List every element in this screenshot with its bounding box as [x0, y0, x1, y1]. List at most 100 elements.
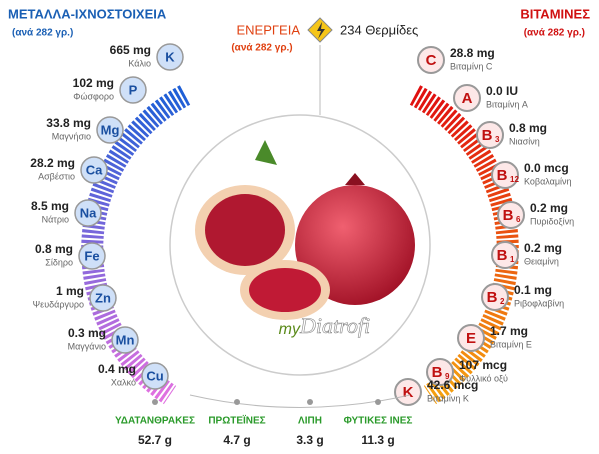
badge-symbol: C — [426, 52, 437, 69]
vitamin-name: Νιασίνη — [509, 136, 540, 146]
badge — [457, 324, 485, 352]
mineral-value: 0.3 mg — [68, 326, 106, 340]
mineral-name: Μαγνήσιο — [52, 131, 91, 141]
badge-symbol: B — [432, 364, 443, 381]
macro-label: ΥΔΑΤΑΝΘΡΑΚΕΣ — [115, 416, 195, 427]
badge — [491, 161, 519, 189]
badge-symbol: K — [403, 384, 414, 401]
energy-subtitle: (ανά 282 γρ.) — [231, 43, 292, 54]
vitamin-value: 42.6 mcg — [427, 378, 478, 392]
inner-ring — [169, 114, 431, 376]
badge-symbol: B — [482, 127, 493, 144]
vitamin-value: 0.8 mg — [509, 121, 547, 135]
badge — [453, 84, 481, 112]
mineral-value: 28.2 mg — [30, 156, 75, 170]
badge — [96, 116, 124, 144]
mineral-value: 0.8 mg — [35, 242, 73, 256]
vitamin-name: Θειαμίνη — [524, 256, 559, 266]
vitamin-value: 1.7 mg — [490, 324, 528, 338]
vitamin-name: Πυριδοξίνη — [530, 216, 574, 226]
badge-sub: 3 — [495, 135, 500, 144]
badge-symbol: Fe — [84, 248, 99, 263]
macro-value: 52.7 g — [138, 433, 172, 447]
macro-dot — [234, 399, 240, 405]
macro-value: 11.3 g — [361, 433, 394, 447]
badge-symbol: B — [497, 167, 508, 184]
vitamins-subtitle: (ανά 282 γρ.) — [524, 28, 585, 39]
badge — [481, 283, 509, 311]
macro-value: 3.3 g — [296, 433, 323, 447]
badge — [74, 199, 102, 227]
vitamin-value: 107 mcg — [459, 358, 507, 372]
macro-label: ΛΙΠΗ — [298, 416, 322, 427]
minerals-title: ΜΕΤΑΛΛΑ-ΙΧΝΟΣΤΟΙΧΕΙΑ — [8, 6, 167, 21]
badge-symbol: A — [462, 90, 473, 107]
mineral-name: Φώσφορο — [73, 91, 114, 101]
pomegranate — [195, 140, 415, 320]
badge-symbol: Cu — [146, 368, 163, 383]
badge-symbol: K — [165, 49, 175, 64]
energy-label: ΕΝΕΡΓΕΙΑ — [236, 22, 300, 37]
mineral-value: 33.8 mg — [46, 116, 91, 130]
badge-symbol: B — [487, 289, 498, 306]
vitamin-name: Φυλλικό οξύ — [459, 373, 508, 383]
macro-label: ΦΥΤΙΚΕΣ ΙΝΕΣ — [344, 416, 413, 427]
badge-symbol: E — [466, 330, 476, 347]
badge-sub: 6 — [516, 215, 521, 224]
badge-symbol: B — [503, 207, 514, 224]
badge — [476, 121, 504, 149]
mineral-name: Σίδηρο — [45, 257, 73, 267]
macro-arc — [189, 394, 411, 408]
mineral-value: 1 mg — [56, 284, 84, 298]
badge — [417, 46, 445, 74]
vitamin-name: Βιταμίνη K — [427, 393, 469, 403]
mineral-name: Χαλκό — [111, 377, 136, 387]
badge-sub: 2 — [500, 297, 505, 306]
badge-symbol: Mn — [116, 332, 135, 347]
mineral-value: 102 mg — [73, 76, 114, 90]
vitamin-value: 0.1 mg — [514, 283, 552, 297]
vitamin-value: 28.8 mg — [450, 46, 495, 60]
badge — [80, 156, 108, 184]
mineral-name: Ασβέστιο — [38, 171, 75, 181]
mineral-name: Νάτριο — [42, 214, 69, 224]
mineral-name: Ψευδάργυρο — [33, 299, 84, 309]
badge-sub: 12 — [510, 175, 519, 184]
badge-symbol: B — [497, 247, 508, 264]
minerals-subtitle: (ανά 282 γρ.) — [12, 28, 73, 39]
vitamin-name: Ριβοφλαβίνη — [514, 298, 564, 308]
macro-value: 4.7 g — [223, 433, 250, 447]
badge-sub: 1 — [510, 255, 515, 264]
badge — [111, 326, 139, 354]
energy-value: 234 Θερμίδες — [340, 22, 418, 37]
vitamin-arc — [409, 85, 519, 405]
mineral-name: Μαγγάνιο — [68, 341, 106, 351]
badge — [394, 378, 422, 406]
badge-symbol: Mg — [101, 122, 120, 137]
vitamin-name: Βιταμίνη E — [490, 339, 532, 349]
logo-name: Diatrofi — [299, 313, 370, 338]
badge-sub: 9 — [445, 372, 450, 381]
bolt — [317, 22, 325, 39]
macro-dot — [152, 399, 158, 405]
vitamin-name: Κοβαλαμίνη — [524, 176, 572, 186]
badge — [156, 43, 184, 71]
mineral-value: 0.4 mg — [98, 362, 136, 376]
badge — [491, 241, 519, 269]
badge — [497, 201, 525, 229]
badge-symbol: Ca — [86, 162, 103, 177]
mineral-name: Κάλιο — [128, 58, 151, 68]
logo-prefix: my — [279, 321, 301, 338]
vitamin-value: 0.2 mg — [524, 241, 562, 255]
badge-symbol: Na — [80, 205, 97, 220]
badge-symbol: Zn — [95, 290, 111, 305]
macro-dot — [307, 399, 313, 405]
badge — [78, 242, 106, 270]
vitamin-value: 0.0 IU — [486, 84, 518, 98]
badge — [119, 76, 147, 104]
badge — [89, 284, 117, 312]
badge — [141, 362, 169, 390]
vitamin-name: Βιταμίνη A — [486, 99, 528, 109]
mineral-value: 8.5 mg — [31, 199, 69, 213]
